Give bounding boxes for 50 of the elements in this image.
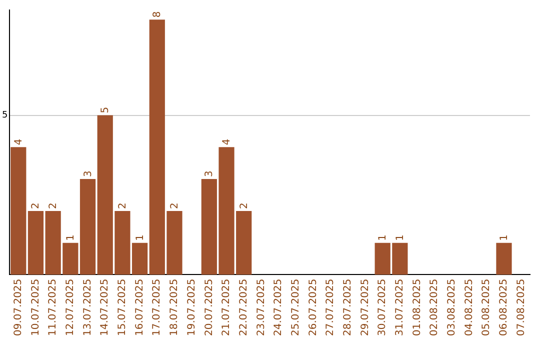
data-label: 2 (48, 202, 60, 209)
x-tick-label: 21.07.2025 (221, 278, 232, 336)
x-tick-label: 25.07.2025 (290, 278, 302, 336)
data-label: 2 (30, 202, 42, 209)
x-tick-label: 28.07.2025 (342, 278, 354, 336)
data-label: 2 (169, 202, 180, 209)
x-tick-label: 15.07.2025 (117, 278, 128, 336)
data-label: 5 (100, 106, 112, 114)
x-tick-label: 31.07.2025 (394, 278, 406, 336)
x-tick-label: 02.08.2025 (429, 278, 440, 336)
x-tick-label: 17.07.2025 (152, 278, 163, 336)
data-label: 1 (498, 234, 510, 241)
x-tick-label: 10.07.2025 (30, 278, 42, 336)
x-tick-label: 09.07.2025 (12, 278, 24, 336)
data-label: 1 (394, 234, 406, 241)
bar (496, 242, 512, 275)
x-tick-label: 30.07.2025 (377, 278, 388, 336)
data-label: 3 (82, 170, 94, 178)
x-tick-label: 20.07.2025 (204, 278, 215, 336)
data-label: 4 (222, 138, 233, 146)
data-label: 1 (378, 234, 389, 241)
x-tick-label: 07.08.2025 (516, 278, 527, 336)
data-label: 2 (117, 202, 128, 209)
x-tick-label: 22.07.2025 (238, 278, 250, 336)
x-tick-label: 19.07.2025 (186, 278, 198, 336)
x-tick-label: 06.08.2025 (498, 278, 510, 336)
x-tick-label: 01.08.2025 (412, 278, 423, 336)
bar (80, 179, 96, 275)
x-tick-label: 04.08.2025 (464, 278, 475, 336)
x-tick-label: 29.07.2025 (360, 278, 371, 336)
data-label: 4 (13, 138, 24, 146)
data-label: 1 (65, 234, 76, 241)
data-label: 2 (238, 202, 250, 209)
x-tick-label: 12.07.2025 (65, 278, 76, 336)
x-tick-label: 11.07.2025 (48, 278, 59, 336)
x-tick-label: 13.07.2025 (82, 278, 94, 336)
x-tick-label: 24.07.2025 (273, 278, 284, 336)
x-tick-label: 26.07.2025 (308, 278, 319, 336)
x-tick-label: 23.07.2025 (256, 278, 267, 336)
x-tick-label: 16.07.2025 (134, 278, 146, 336)
bar (28, 210, 44, 275)
data-label: 8 (152, 11, 164, 18)
x-tick-label: 05.08.2025 (481, 278, 492, 336)
x-tick-label: 14.07.2025 (100, 278, 111, 336)
data-label: 1 (134, 234, 146, 241)
x-tick-label: 18.07.2025 (169, 278, 180, 336)
data-label: 3 (204, 170, 216, 178)
bar (10, 147, 26, 275)
x-tick-label: 27.07.2025 (325, 278, 336, 336)
x-tick-label: 03.08.2025 (446, 278, 458, 336)
